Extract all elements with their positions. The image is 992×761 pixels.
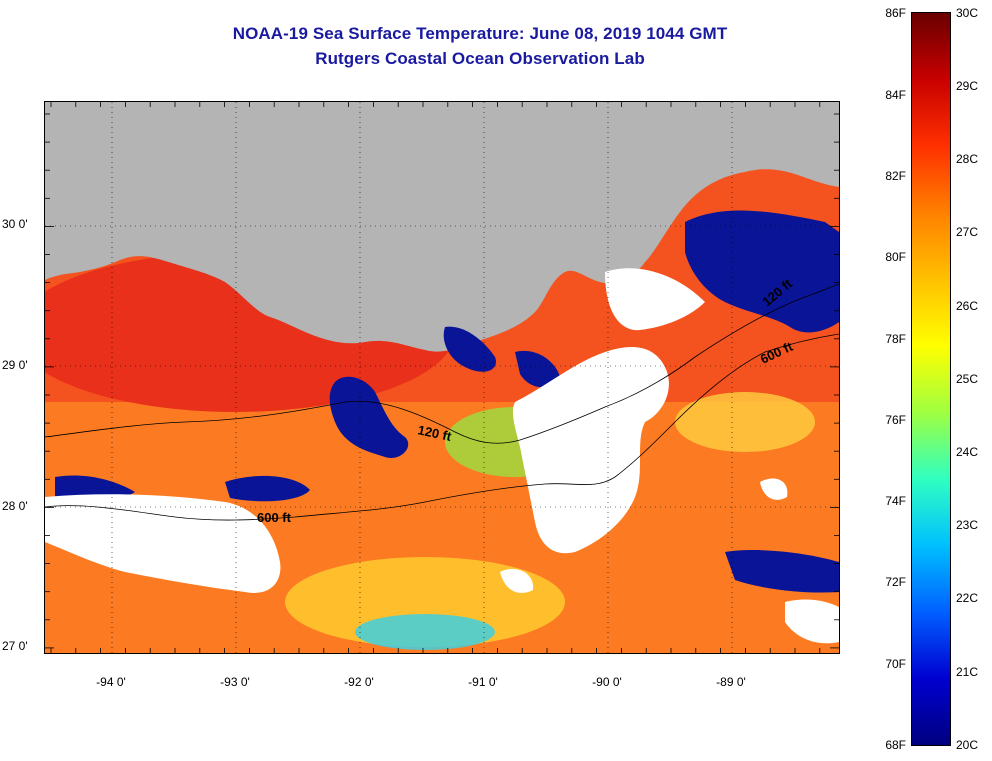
colorbar-c-label: 30C — [956, 6, 979, 20]
sst-map: 120 ft 600 ft 600 ft 120 ft — [44, 101, 840, 654]
map-subtitle: Rutgers Coastal Ocean Observation Lab — [315, 49, 645, 68]
frame-ticks — [45, 102, 839, 653]
colorbar-f-label: 82F — [885, 169, 906, 183]
lon-label-89: -89 0' — [716, 675, 746, 689]
lat-label-30: 30 0' — [2, 217, 28, 231]
colorbar-c-label: 25C — [956, 372, 979, 386]
colorbar-c-label: 23C — [956, 518, 979, 532]
colorbar-c-label: 22C — [956, 591, 979, 605]
colorbar-f-label: 80F — [885, 250, 906, 264]
colorbar-f-label: 78F — [885, 332, 906, 346]
colorbar-f-label: 76F — [885, 413, 906, 427]
contour-120ft — [45, 283, 839, 444]
colorbar-c-label: 24C — [956, 445, 979, 459]
colorbar-c-label: 27C — [956, 225, 979, 239]
sst-patch-yellow — [285, 557, 565, 647]
contour-label-600-west: 600 ft — [257, 510, 292, 525]
colorbar-c-label: 21C — [956, 665, 979, 679]
colorbar-f-label: 86F — [885, 6, 906, 20]
lon-label-93: -93 0' — [220, 675, 250, 689]
colorbar-f-label: 84F — [885, 88, 906, 102]
map-title: NOAA-19 Sea Surface Temperature: June 08… — [232, 24, 728, 43]
colorbar-f-label: 70F — [885, 657, 906, 671]
temperature-colorbar — [911, 12, 951, 746]
graticule — [45, 102, 839, 653]
lon-label-91: -91 0' — [468, 675, 498, 689]
lon-label-90: -90 0' — [592, 675, 622, 689]
colorbar-c-label: 26C — [956, 299, 979, 313]
cloud-areas — [45, 268, 839, 644]
lat-label-29: 29 0' — [2, 358, 28, 372]
lat-label-27: 27 0' — [2, 639, 28, 653]
colorbar-f-label: 72F — [885, 575, 906, 589]
sst-patch-cyan — [355, 614, 495, 650]
colorbar-f-label: 74F — [885, 494, 906, 508]
sst-patch-yellow-east — [675, 392, 815, 452]
colorbar-c-label: 28C — [956, 152, 979, 166]
contour-600ft — [45, 333, 839, 521]
colorbar-c-label: 29C — [956, 79, 979, 93]
lon-label-94: -94 0' — [96, 675, 126, 689]
contour-label-120-west: 120 ft — [416, 422, 453, 444]
colorbar-c-label: 20C — [956, 738, 979, 752]
lon-label-92: -92 0' — [344, 675, 374, 689]
colorbar-f-label: 68F — [885, 738, 906, 752]
lat-label-28: 28 0' — [2, 499, 28, 513]
land-mass — [45, 102, 839, 352]
